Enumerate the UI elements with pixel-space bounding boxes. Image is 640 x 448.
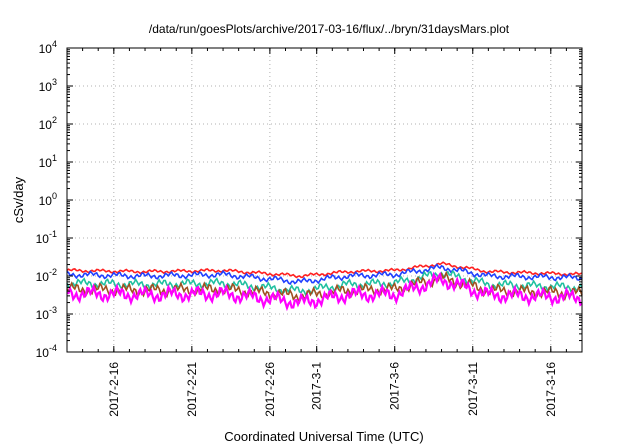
y-tick-label-exponent: 3: [52, 77, 57, 87]
y-tick-label-exponent: 2: [52, 115, 57, 125]
x-tick-label: 2017-2-16: [107, 362, 121, 417]
series-line: [66, 263, 583, 285]
y-tick-label: 100: [39, 191, 57, 208]
y-axis-title: cSv/day: [11, 176, 26, 223]
y-tick-label-base: 10: [39, 194, 53, 208]
y-tick-label-exponent: 4: [52, 39, 57, 49]
x-tick-label: 2017-3-11: [466, 362, 480, 416]
x-tick-label: 2017-3-6: [388, 362, 402, 410]
y-tick-label-base: 10: [36, 346, 50, 360]
y-tick-label-base: 10: [39, 156, 53, 170]
y-tick-label: 10-3: [36, 305, 57, 322]
y-tick-label-base: 10: [36, 270, 50, 284]
x-axis-title: Coordinated Universal Time (UTC): [224, 429, 423, 444]
grid-layer: [67, 48, 582, 352]
y-tick-label-exponent: -2: [49, 267, 57, 277]
series-line: [66, 271, 583, 312]
y-tick-label: 10-2: [36, 267, 57, 284]
x-tick-label: 2017-3-1: [310, 362, 324, 410]
plot-frame: [66, 47, 583, 353]
y-tick-label: 10-4: [36, 343, 57, 360]
data-layer: [66, 261, 583, 312]
y-tick-label-exponent: 1: [52, 153, 57, 163]
x-tick-label: 2017-2-26: [263, 362, 277, 417]
y-tick-label-exponent: -4: [49, 343, 57, 353]
axis-layer: 10410310210110010-110-210-310-42017-2-16…: [36, 39, 582, 417]
x-tick-label: 2017-2-21: [185, 362, 199, 417]
y-tick-label: 103: [39, 77, 57, 94]
x-tick-label: 2017-3-16: [544, 362, 558, 417]
y-tick-label-base: 10: [39, 80, 53, 94]
y-tick-label-base: 10: [39, 42, 53, 56]
y-tick-label-exponent: -1: [49, 229, 57, 239]
y-tick-label-base: 10: [36, 308, 50, 322]
y-tick-label: 104: [39, 39, 57, 56]
y-tick-label-base: 10: [39, 118, 53, 132]
y-tick-label: 101: [39, 153, 57, 170]
y-tick-label-base: 10: [36, 232, 50, 246]
y-tick-label: 10-1: [36, 229, 57, 246]
y-tick-label-exponent: 0: [52, 191, 57, 201]
series-line: [66, 261, 583, 279]
y-tick-label: 102: [39, 115, 57, 132]
y-tick-label-exponent: -3: [49, 305, 57, 315]
chart-title: /data/run/goesPlots/archive/2017-03-16/f…: [149, 22, 510, 36]
